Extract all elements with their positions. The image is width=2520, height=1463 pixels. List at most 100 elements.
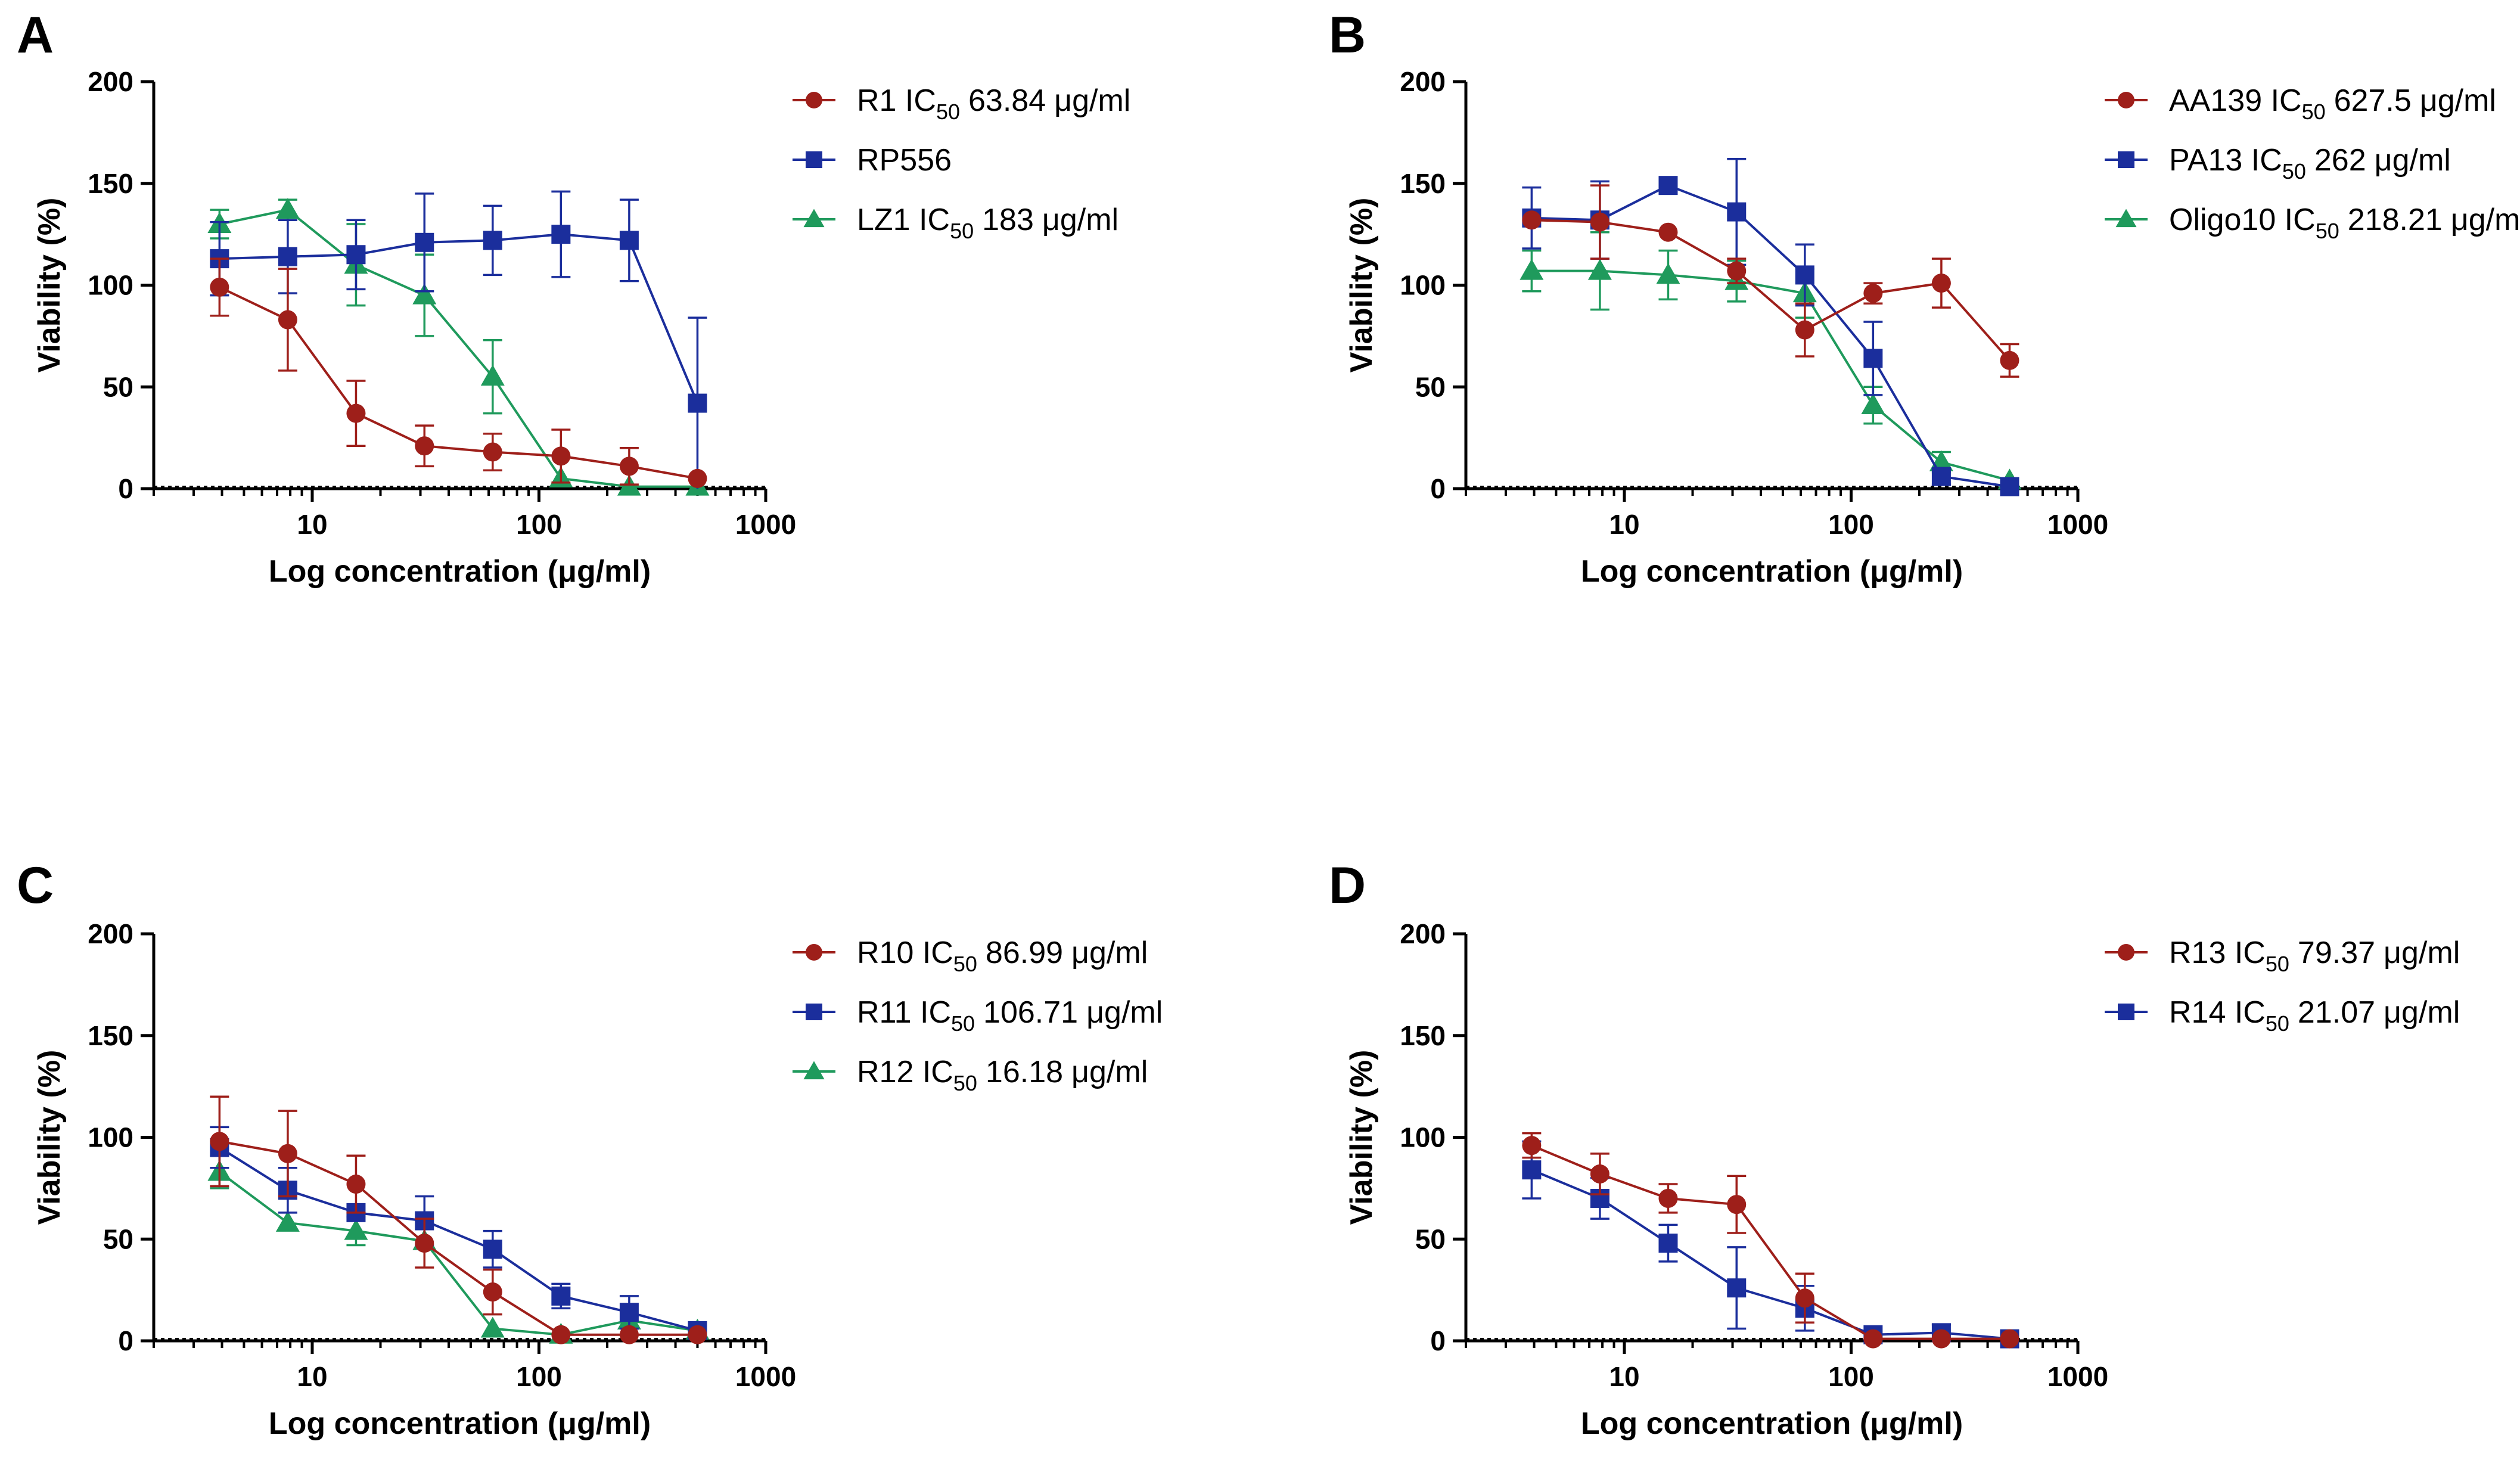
y-tick-label: 50 [1415,1223,1446,1254]
data-point [483,1282,502,1302]
panel-c: C 0 50 100 150 200 10 100 1000 Log concentration … [17,857,1163,1441]
panel-d: D 0 50 100 150 200 10 100 1000 Log concentration … [1329,857,2460,1441]
series-r10 [210,1095,707,1344]
legend-series-name: PA13 [2169,143,2242,178]
legend-ic-prefix: IC [2242,143,2282,178]
legend-marker [806,1004,822,1020]
data-point [551,446,571,466]
data-point [1590,1164,1609,1184]
legend-ic50-value: 262 [2314,143,2366,178]
legend-marker [2118,1004,2134,1020]
y-axis-title: Viability (%) [32,1050,67,1225]
data-point [1863,349,1883,368]
legend-ic50-unit: μg/ml [1042,203,1118,237]
y-tick-label: 50 [1415,371,1446,402]
x-tick-label: 1000 [2047,509,2108,540]
legend-marker [803,209,825,228]
data-point [415,1234,434,1253]
legend-entry: R14 IC50 21.07 μg/ml [2169,995,2460,1036]
data-point [483,1240,502,1259]
data-point [483,231,502,250]
legend-entry: LZ1 IC50 183 μg/ml [857,203,1118,243]
y-tick-label: 50 [103,371,133,402]
data-point [1658,222,1678,242]
data-point [1522,1160,1542,1180]
legend-ic50-unit: μg/ml [2384,995,2460,1030]
data-point [275,1210,300,1232]
y-tick-label: 100 [88,270,133,301]
legend-ic-prefix: IC [913,1055,953,1089]
legend-marker [2118,944,2134,961]
legend-ic50-unit: μg/ml [1054,83,1130,118]
legend-ic50-value: 218.21 [2348,203,2443,237]
x-tick-label: 1000 [2047,1361,2108,1392]
y-tick-label: 200 [1400,66,1446,97]
x-tick-label: 1000 [735,1361,796,1392]
legend-series-name: R13 [2169,936,2226,970]
data-point [278,247,297,266]
legend-entry: R13 IC50 79.37 μg/ml [2169,936,2460,976]
y-tick-label: 0 [118,1325,133,1356]
series-line [219,233,699,404]
legend-marker [2115,209,2137,228]
data-point [619,231,639,250]
legend-ic50-value: 627.5 [2334,83,2412,118]
data-point [551,1286,571,1306]
data-point [344,1219,368,1240]
y-tick-label: 0 [1430,1325,1446,1356]
legend-entry: PA13 IC50 262 μg/ml [2169,143,2451,184]
data-point [1861,393,1885,414]
data-point [1795,1288,1814,1308]
data-point [1727,202,1747,222]
data-point [483,442,502,462]
legend-entry: AA139 IC50 627.5 μg/ml [2169,83,2496,124]
panel-b: B 0 50 100 150 200 10 100 1000 Log concentration … [1329,7,2520,589]
data-point [346,1175,366,1194]
data-point [1520,259,1544,280]
legend-ic-prefix: IC [2226,936,2265,970]
legend-ic-prefix: IC [913,936,953,970]
legend-marker [2118,151,2134,168]
legend-series-name: AA139 [2169,83,2262,118]
y-tick-label: 0 [118,473,133,504]
data-point [346,403,366,423]
data-point [1863,1329,1883,1349]
legend-ic50-unit: μg/ml [1071,1055,1148,1089]
y-axis-title: Viability (%) [1344,198,1379,373]
legend-entry: RP556 [857,143,952,178]
data-point [619,1303,639,1322]
data-point [1656,263,1680,284]
legend-ic-subscript: 50 [2316,219,2339,243]
series-line [219,1170,698,1336]
data-point [1658,1188,1678,1208]
x-tick-label: 100 [1828,1361,1874,1392]
series-line [1531,269,2010,482]
data-point [1727,1278,1747,1298]
legend-ic-subscript: 50 [953,952,977,976]
data-point [1795,320,1814,340]
series-line [1531,184,2010,488]
series-r13 [1522,1132,2019,1349]
legend-ic50-unit: μg/ml [1086,995,1163,1030]
series-line [1531,219,2011,362]
data-point [210,277,229,297]
y-tick-label: 200 [88,918,133,949]
legend-marker [806,944,822,961]
x-axis-title: Log concentration (μg/ml) [1581,554,1963,589]
data-point [619,1325,639,1344]
y-tick-label: 150 [88,1020,133,1051]
series-line [1531,1144,2010,1340]
legend-marker [2118,92,2134,108]
x-tick-label: 100 [516,509,562,540]
legend-marker [803,1061,825,1080]
data-point [1931,467,1951,486]
data-point [275,198,300,219]
data-point [688,468,707,488]
legend-ic-subscript: 50 [951,1011,975,1036]
legend-series-name: R12 [857,1055,913,1089]
data-point [210,1132,229,1151]
data-point [1522,210,1542,230]
y-tick-label: 100 [1400,1122,1446,1153]
